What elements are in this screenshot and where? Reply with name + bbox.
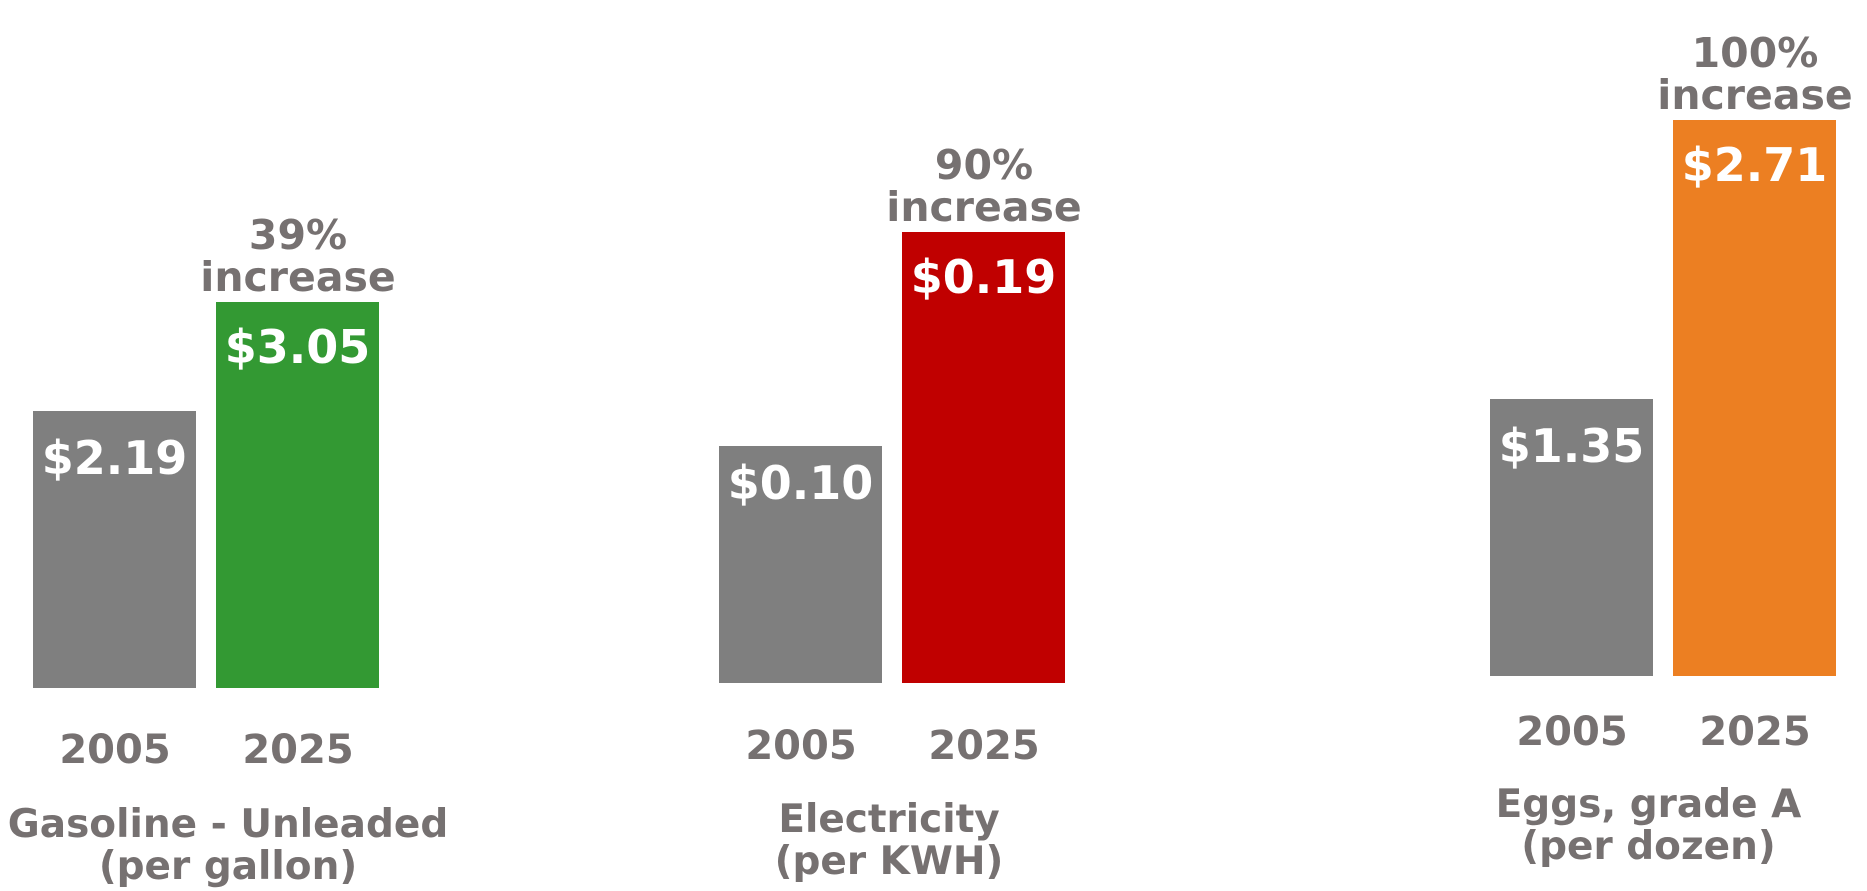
x-tick-label: 2025 xyxy=(928,723,1040,769)
increase-word: increase xyxy=(1657,71,1853,119)
bar-value-label: $2.71 xyxy=(1681,138,1828,192)
bar-2005: $1.35 xyxy=(1490,399,1653,676)
item-name: Eggs, grade A xyxy=(1495,782,1802,827)
increase-annotation: 39% increase xyxy=(178,214,418,298)
increase-word: increase xyxy=(886,183,1082,231)
increase-word: increase xyxy=(200,253,396,301)
bar-value-label: $2.19 xyxy=(41,430,188,485)
bar-2025: $3.05 xyxy=(216,302,379,688)
x-tick-label: 2005 xyxy=(1516,709,1628,755)
bar-2025: $2.71 xyxy=(1673,120,1836,676)
bar-2005: $2.19 xyxy=(33,410,196,688)
bar-value-label: $1.35 xyxy=(1498,419,1645,474)
item-name: Electricity xyxy=(778,797,1000,842)
bar-2025: $0.19 xyxy=(902,232,1065,683)
increase-annotation: 90% increase xyxy=(864,144,1104,228)
increase-percent: 39% xyxy=(248,211,348,259)
electricity-panel: $0.10 $0.19 90% increase 2005 2025 Elect… xyxy=(719,0,1109,891)
increase-annotation: 100% increase xyxy=(1635,32,1867,116)
item-name: Gasoline - Unleaded xyxy=(7,802,449,847)
gasoline-panel: $2.19 $3.05 39% increase 2005 2025 Gasol… xyxy=(8,0,448,891)
item-unit: (per KWH) xyxy=(774,839,1004,884)
increase-percent: 100% xyxy=(1691,29,1819,77)
x-tick-label: 2025 xyxy=(242,727,354,773)
x-tick-label: 2005 xyxy=(59,727,171,773)
bar-value-label: $0.10 xyxy=(727,455,874,510)
x-tick-label: 2005 xyxy=(745,723,857,769)
item-unit: (per gallon) xyxy=(98,844,358,889)
increase-percent: 90% xyxy=(934,141,1034,189)
item-unit: (per dozen) xyxy=(1521,824,1776,869)
item-title: Electricity (per KWH) xyxy=(679,799,1099,883)
eggs-panel: $1.35 $2.71 100% increase 2005 2025 Eggs… xyxy=(1490,0,1867,891)
bar-value-label: $0.19 xyxy=(910,250,1057,304)
x-tick-label: 2025 xyxy=(1699,709,1811,755)
item-title: Gasoline - Unleaded (per gallon) xyxy=(0,804,456,888)
bar-value-label: $3.05 xyxy=(224,320,371,374)
bar-2005: $0.10 xyxy=(719,445,882,683)
item-title: Eggs, grade A (per dozen) xyxy=(1470,784,1827,868)
